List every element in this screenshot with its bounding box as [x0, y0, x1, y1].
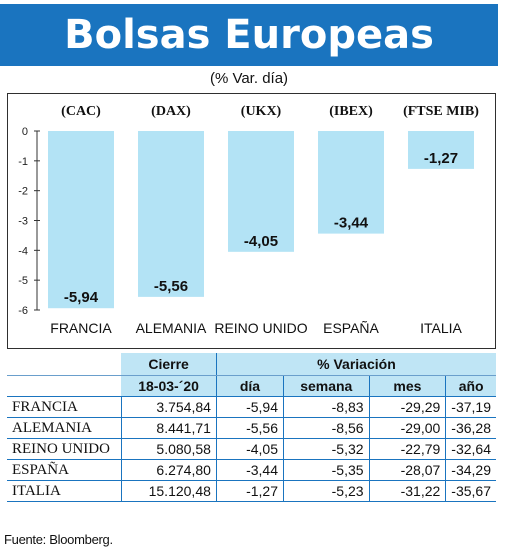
- y-tick-label: -5: [18, 275, 28, 287]
- category-label: ALEMANIA: [136, 320, 207, 336]
- cell-semana: -8,56: [283, 417, 370, 439]
- bar-value-label: -1,27: [424, 150, 458, 167]
- cell-anio: -32,64: [445, 438, 496, 460]
- cell-cierre: 6.274,80: [120, 459, 217, 481]
- bar-value-label: -5,94: [64, 289, 99, 306]
- banner-title: Bolsas Europeas: [0, 4, 498, 66]
- table-header-row-1: Cierre % Variación: [7, 353, 496, 376]
- index-label: (FTSE MIB): [403, 104, 479, 119]
- table-row: ITALIA 15.120,48 -1,27 -5,23 -31,22 -35,67: [7, 480, 496, 502]
- header-date: 18-03-´20: [121, 375, 217, 397]
- y-tick-label: -6: [18, 305, 28, 317]
- cell-anio: -34,29: [445, 459, 496, 481]
- cell-cierre: 3.754,84: [120, 396, 217, 418]
- cell-anio: -35,67: [445, 480, 496, 502]
- cell-dia: -1,27: [215, 480, 284, 502]
- table-row: REINO UNIDO 5.080,58 -4,05 -5,32 -22,79 -32,6…: [7, 438, 496, 460]
- cell-semana: -8,83: [283, 396, 370, 418]
- table-row: ALEMANIA 8.441,71 -5,56 -8,56 -29,00 -36,28: [7, 417, 496, 439]
- y-tick-label: -4: [18, 245, 28, 257]
- bar-italia: [408, 131, 474, 169]
- cell-mes: -29,00: [368, 417, 446, 439]
- cell-mes: -31,22: [368, 480, 446, 502]
- cell-semana: -5,35: [283, 459, 370, 481]
- bar-value-label: -4,05: [244, 233, 278, 250]
- y-tick-label: -2: [18, 186, 28, 198]
- index-label: (CAC): [61, 104, 101, 119]
- header-col-semana: semana: [283, 375, 370, 397]
- row-country: ITALIA: [7, 480, 122, 502]
- category-label: FRANCIA: [50, 320, 112, 336]
- row-country: FRANCIA: [7, 396, 122, 418]
- row-country: ALEMANIA: [7, 417, 122, 439]
- row-country: REINO UNIDO: [7, 438, 122, 460]
- row-country: ESPAÑA: [7, 459, 122, 481]
- cell-anio: -37,19: [445, 396, 496, 418]
- table-header-row-2: 18-03-´20 día semana mes año: [7, 375, 496, 397]
- bar-alemania: [138, 131, 204, 297]
- cell-anio: -36,28: [445, 417, 496, 439]
- source-note: Fuente: Bloomberg.: [4, 532, 113, 547]
- chart-frame: [7, 93, 496, 349]
- index-label: (DAX): [151, 104, 191, 119]
- y-tick-label: -1: [18, 156, 28, 168]
- index-label: (UKX): [241, 104, 282, 119]
- cell-cierre: 5.080,58: [120, 438, 217, 460]
- header-col-dia: día: [215, 375, 284, 397]
- cell-cierre: 15.120,48: [120, 480, 217, 502]
- cell-dia: -5,94: [215, 396, 284, 418]
- header-col-anio: año: [445, 375, 496, 397]
- category-label: REINO UNIDO: [214, 320, 307, 336]
- category-label: ITALIA: [420, 320, 462, 336]
- table-row: FRANCIA 3.754,84 -5,94 -8,83 -29,29 -37,19: [7, 396, 496, 418]
- category-label: ESPAÑA: [323, 320, 379, 336]
- cell-dia: -3,44: [215, 459, 284, 481]
- bar-españa: [318, 131, 384, 234]
- index-label: (IBEX): [329, 104, 373, 119]
- summary-table: Cierre % Variación 18-03-´20 día semana …: [7, 353, 496, 502]
- cell-mes: -29,29: [368, 396, 446, 418]
- bar-reino-unido: [228, 131, 294, 252]
- y-tick-label: -3: [18, 216, 28, 228]
- cell-mes: -22,79: [368, 438, 446, 460]
- cell-cierre: 8.441,71: [120, 417, 217, 439]
- cell-semana: -5,32: [283, 438, 370, 460]
- cell-mes: -28,07: [368, 459, 446, 481]
- bar-francia: [48, 131, 114, 309]
- header-col-mes: mes: [368, 375, 446, 397]
- bar-value-label: -5,56: [154, 278, 188, 295]
- cell-dia: -4,05: [215, 438, 284, 460]
- y-tick-label: 0: [22, 126, 28, 138]
- table-row: ESPAÑA 6.274,80 -3,44 -5,35 -28,07 -34,29: [7, 459, 496, 481]
- header-variacion: % Variación: [215, 353, 496, 376]
- bar-value-label: -3,44: [334, 215, 369, 232]
- cell-dia: -5,56: [215, 417, 284, 439]
- header-cierre: Cierre: [121, 353, 217, 376]
- cell-semana: -5,23: [283, 480, 370, 502]
- chart-subtitle: (% Var. día): [209, 70, 289, 87]
